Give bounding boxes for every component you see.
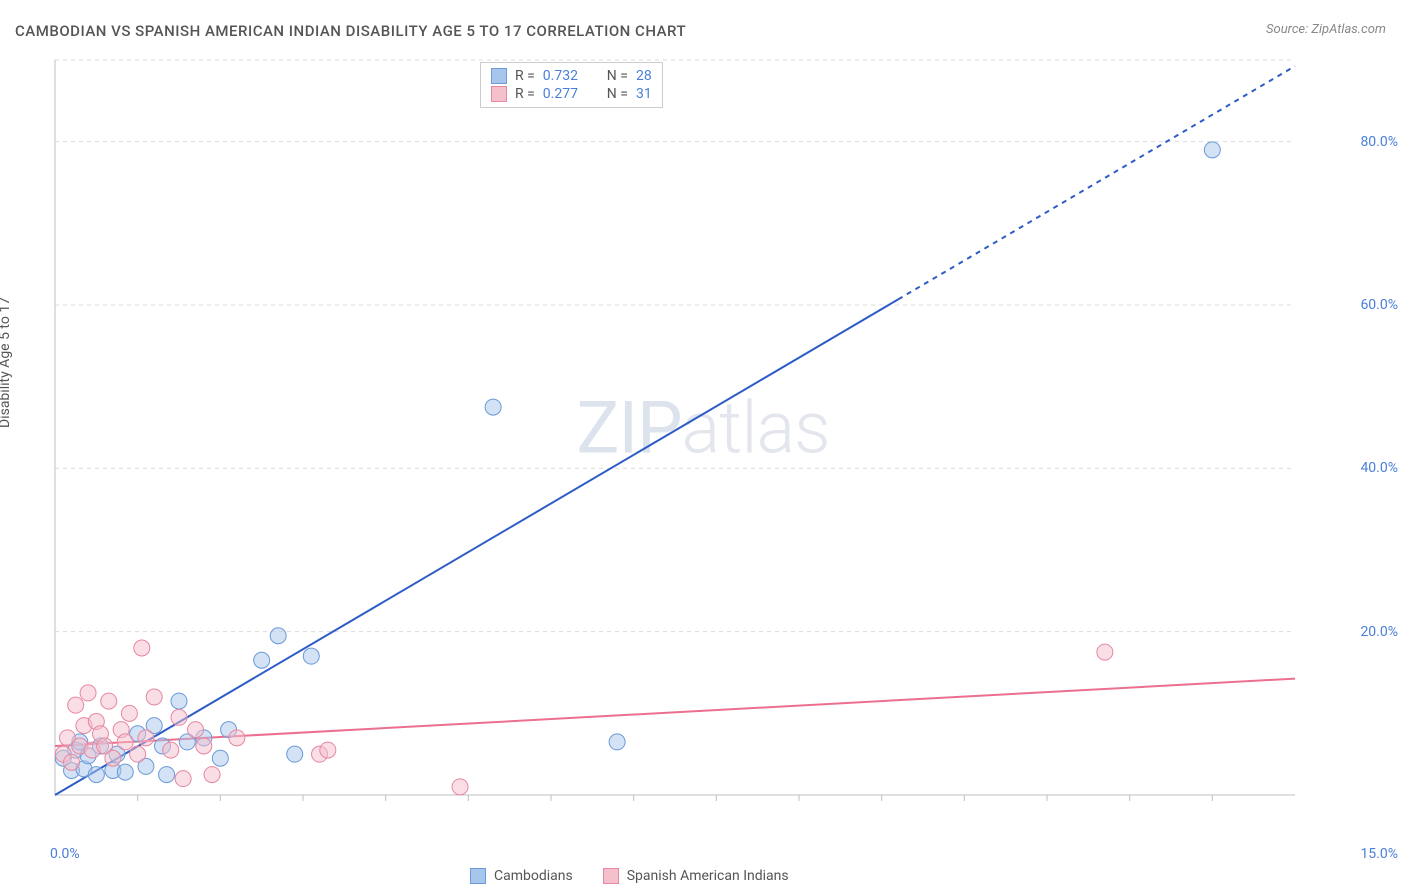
legend-n-label: N = bbox=[607, 86, 628, 102]
legend-n-label: N = bbox=[607, 68, 628, 84]
y-tick-label: 80.0% bbox=[1360, 134, 1398, 150]
legend-r-label: R = bbox=[515, 86, 535, 102]
legend-n-value: 31 bbox=[636, 86, 652, 102]
legend-n-value: 28 bbox=[636, 68, 652, 84]
legend-series-item: Cambodians bbox=[470, 868, 573, 884]
legend-r-value: 0.277 bbox=[543, 86, 591, 102]
y-tick-label: 40.0% bbox=[1360, 460, 1398, 476]
legend-swatch-icon bbox=[470, 868, 486, 884]
legend-swatch-icon bbox=[603, 868, 619, 884]
legend-correlation-row: R = 0.732 N = 28 bbox=[491, 67, 652, 85]
legend-swatch-icon bbox=[491, 86, 507, 102]
legend-correlation: R = 0.732 N = 28 R = 0.277 N = 31 bbox=[480, 62, 663, 108]
legend-correlation-row: R = 0.277 N = 31 bbox=[491, 85, 652, 103]
y-tick-label: 20.0% bbox=[1360, 624, 1398, 640]
legend-series-label: Spanish American Indians bbox=[627, 868, 789, 884]
legend-series: Cambodians Spanish American Indians bbox=[470, 868, 789, 884]
legend-swatch-icon bbox=[491, 68, 507, 84]
x-tick-label-min: 0.0% bbox=[50, 846, 80, 862]
legend-series-label: Cambodians bbox=[494, 868, 573, 884]
legend-series-item: Spanish American Indians bbox=[603, 868, 789, 884]
y-tick-label: 60.0% bbox=[1360, 297, 1398, 313]
chart-svg bbox=[0, 0, 1406, 892]
legend-r-value: 0.732 bbox=[543, 68, 591, 84]
x-tick-label-max: 15.0% bbox=[1360, 846, 1398, 862]
legend-r-label: R = bbox=[515, 68, 535, 84]
